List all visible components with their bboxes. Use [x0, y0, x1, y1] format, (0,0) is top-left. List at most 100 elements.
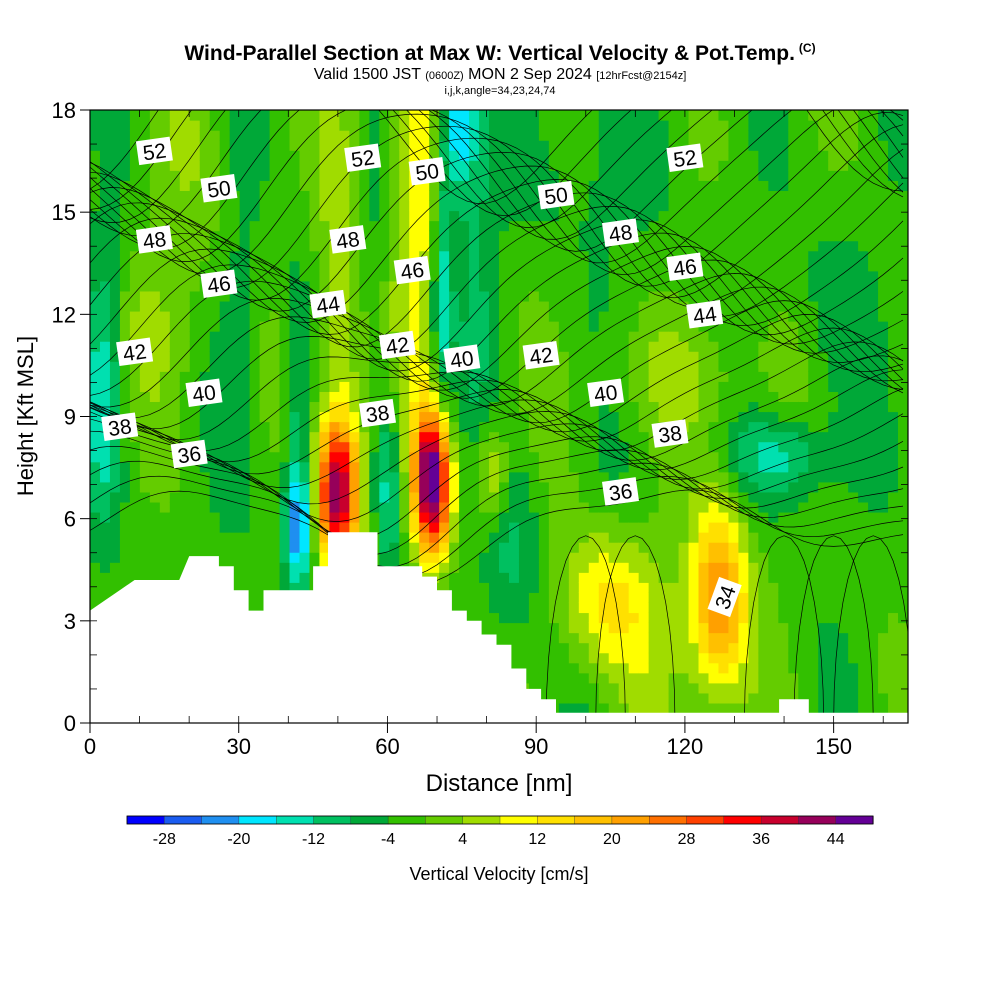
- field-cell: [259, 532, 271, 543]
- field-cell: [239, 200, 251, 212]
- field-cell: [279, 270, 291, 282]
- field-cell: [838, 270, 849, 282]
- field-cell: [90, 220, 101, 232]
- field-cell: [638, 481, 650, 493]
- field-cell: [618, 321, 630, 332]
- field-cell: [269, 290, 281, 302]
- field-cell: [90, 130, 101, 141]
- field-cell: [738, 431, 749, 443]
- field-cell: [219, 240, 231, 252]
- field-cell: [409, 321, 420, 332]
- field-cell: [578, 441, 590, 453]
- field-cell: [628, 592, 640, 604]
- field-cell: [588, 140, 600, 151]
- field-cell: [628, 682, 640, 694]
- field-cell: [459, 321, 470, 332]
- field-cell: [399, 471, 410, 483]
- field-cell: [658, 411, 670, 423]
- field-cell: [129, 290, 141, 302]
- field-cell: [508, 260, 520, 272]
- field-cell: [219, 552, 231, 563]
- field-cell: [90, 200, 101, 212]
- field-cell: [99, 150, 111, 161]
- field-cell: [568, 451, 580, 463]
- field-cell: [798, 351, 809, 362]
- field-cell: [708, 180, 720, 191]
- field-cell: [758, 652, 769, 664]
- field-cell: [289, 411, 301, 423]
- field-cell: [898, 250, 908, 262]
- field-cell: [548, 371, 560, 382]
- field-cell: [269, 230, 281, 242]
- field-cell: [189, 290, 201, 302]
- field-cell: [788, 200, 799, 212]
- field-cell: [439, 491, 450, 503]
- field-cell: [538, 240, 550, 252]
- field-cell: [838, 481, 849, 493]
- field-cell: [858, 361, 869, 372]
- field-cell: [379, 120, 390, 131]
- field-cell: [688, 612, 700, 624]
- field-cell: [439, 250, 450, 262]
- field-cell: [169, 120, 181, 131]
- field-cell: [768, 491, 779, 503]
- field-cell: [179, 552, 191, 563]
- field-cell: [299, 110, 311, 121]
- field-cell: [209, 331, 221, 342]
- field-cell: [618, 280, 630, 292]
- field-cell: [279, 421, 291, 433]
- field-cell: [558, 300, 570, 312]
- field-cell: [698, 702, 710, 714]
- field-cell: [319, 361, 331, 372]
- field-cell: [299, 461, 311, 473]
- field-cell: [399, 310, 410, 322]
- field-cell: [728, 130, 740, 141]
- field-cell: [668, 542, 680, 553]
- field-cell: [788, 592, 799, 604]
- field-cell: [738, 140, 749, 151]
- field-cell: [99, 471, 111, 483]
- field-cell: [379, 321, 390, 332]
- field-cell: [269, 562, 281, 573]
- field-cell: [299, 371, 311, 382]
- field-cell: [459, 120, 470, 131]
- field-cell: [678, 200, 690, 212]
- field-cell: [489, 522, 500, 533]
- field-cell: [608, 331, 620, 342]
- field-cell: [548, 532, 560, 543]
- field-cell: [369, 230, 380, 242]
- field-cell: [608, 130, 620, 141]
- field-cell: [449, 431, 460, 443]
- field-cell: [628, 672, 640, 684]
- field-cell: [349, 250, 360, 262]
- field-cell: [558, 572, 570, 583]
- field-cell: [608, 642, 620, 654]
- field-cell: [738, 562, 749, 573]
- field-cell: [349, 371, 360, 382]
- field-cell: [618, 290, 630, 302]
- field-cell: [788, 170, 799, 181]
- field-cell: [578, 411, 590, 423]
- field-cell: [319, 180, 331, 191]
- field-cell: [808, 562, 819, 573]
- field-cell: [628, 280, 640, 292]
- field-cell: [598, 562, 610, 573]
- field-cell: [229, 562, 241, 573]
- field-cell: [419, 280, 430, 292]
- field-cell: [808, 522, 819, 533]
- field-cell: [858, 401, 869, 413]
- field-cell: [688, 511, 700, 523]
- field-cell: [369, 180, 380, 191]
- field-cell: [419, 120, 430, 131]
- field-cell: [359, 331, 370, 342]
- field-cell: [479, 451, 490, 463]
- field-cell: [269, 200, 281, 212]
- field-cell: [259, 542, 271, 553]
- field-cell: [658, 451, 670, 463]
- field-cell: [279, 240, 291, 252]
- field-cell: [758, 572, 769, 583]
- field-cell: [738, 250, 749, 262]
- field-cell: [588, 110, 600, 121]
- field-cell: [868, 622, 879, 634]
- field-cell: [808, 642, 819, 654]
